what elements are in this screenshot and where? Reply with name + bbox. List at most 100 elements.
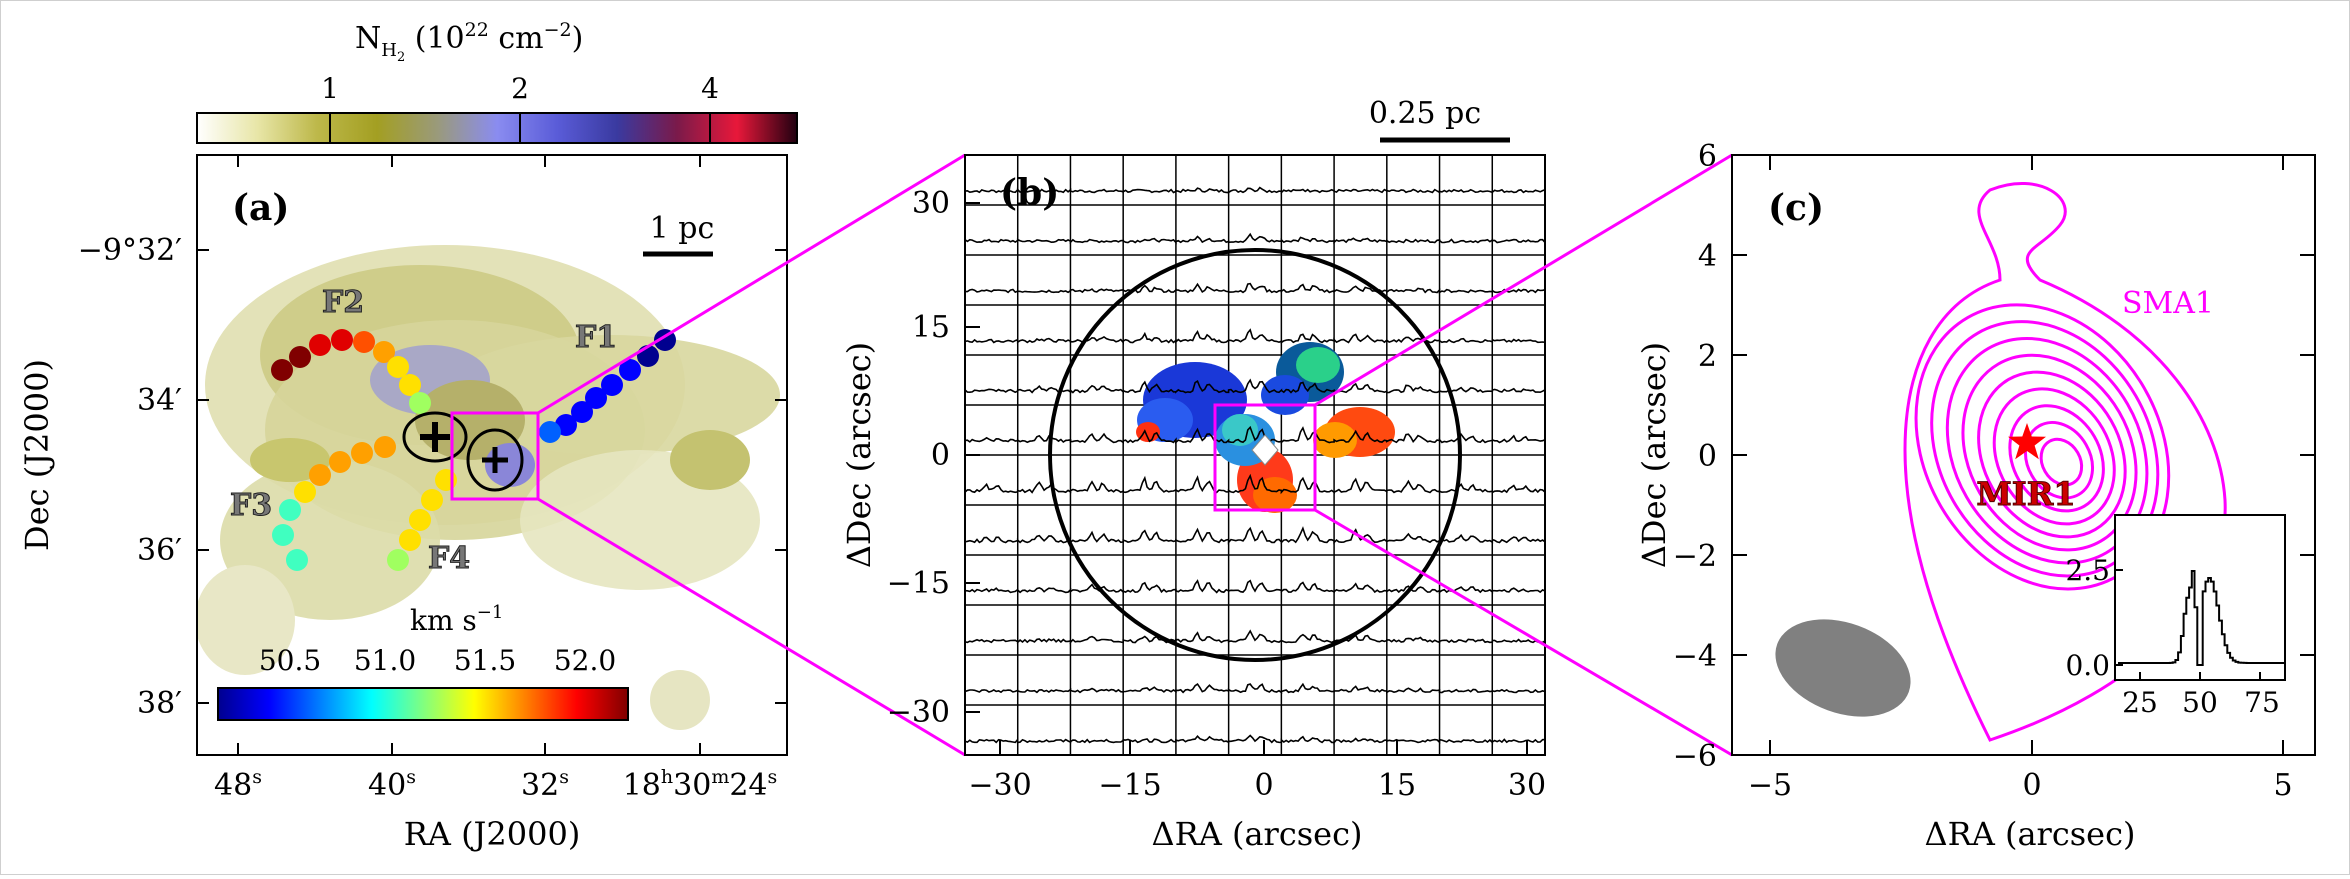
star-label: MIR1 (1976, 475, 2075, 513)
filament-dot (351, 442, 373, 464)
zoom-box-b (1213, 403, 1317, 512)
filament-dot (387, 549, 409, 571)
axes-frame-a (196, 154, 788, 756)
y-tick-label: 30 (912, 186, 950, 221)
filament-dot (409, 392, 431, 414)
y-axis-label-b: ΔDec (arcsec) (840, 342, 878, 568)
y-axis-label-c: ΔDec (arcsec) (1635, 342, 1673, 568)
inset-x-tick: 75 (2244, 686, 2280, 719)
y-tick-label: −15 (887, 566, 950, 601)
filament-dot (289, 346, 311, 368)
filament-dot (601, 374, 623, 396)
filament-dot (539, 421, 561, 443)
x-tick-label: 48s (214, 766, 262, 803)
contour (1961, 353, 2138, 552)
scalebar-label-b: 0.25 pc (1369, 96, 1481, 131)
x-tick-label: −5 (1748, 768, 1792, 803)
spectrum-row (965, 526, 1545, 545)
velocity-blobs (1136, 342, 1395, 513)
velocity-tick-label: 50.5 (259, 644, 321, 677)
spectrum-row (965, 579, 1545, 595)
x-tick-label: 40s (368, 766, 416, 803)
filament-label-f2: F2 (322, 285, 364, 320)
y-tick-label: 4 (1698, 239, 1717, 274)
y-tick-label: −6 (1673, 739, 1717, 774)
y-tick-label: −2 (1673, 539, 1717, 574)
filament-dot (331, 329, 353, 351)
y-tick-label: 2 (1698, 339, 1717, 374)
y-tick-label: 36′ (137, 533, 182, 568)
contour (1930, 320, 2160, 578)
y-tick-label: 0 (931, 438, 950, 473)
y-tick-label: −9°32′ (78, 233, 182, 268)
x-tick-label: 32s (521, 766, 569, 803)
contour (1945, 336, 2149, 565)
spectrum-row (965, 473, 1545, 495)
panel-b: (b) 0.25 pc −30 −15 0 15 30 30 15 0 −15 … (840, 96, 1546, 853)
spectrum-row (965, 282, 1545, 294)
filament-dot (585, 387, 607, 409)
inset-y-tick: 0.0 (2065, 649, 2110, 682)
velocity-tick-label: 51.5 (454, 644, 516, 677)
filament-dot (309, 464, 331, 486)
x-tick-label: 0 (1254, 768, 1273, 803)
panel-label-b: (b) (1000, 172, 1059, 214)
filament-dot (294, 481, 316, 503)
panel-label-a: (a) (232, 187, 289, 229)
filament-dot (373, 341, 395, 363)
colorbar-title: NH2 (1022 cm−2) (355, 19, 583, 65)
filament-label-f3: F3 (230, 488, 272, 523)
zoom-connector (1314, 508, 1733, 757)
x-tick-label: −30 (968, 768, 1031, 803)
filament-dot (421, 489, 443, 511)
x-axis-label-a: RA (J2000) (404, 815, 581, 853)
panel-label-c: (c) (1768, 187, 1824, 229)
zoom-connector (537, 497, 966, 757)
y-tick-label: −30 (887, 695, 950, 730)
y-tick-label: −4 (1673, 639, 1717, 674)
mir1-star-marker (2008, 423, 2046, 460)
filament-dot (353, 331, 375, 353)
field-circle (1048, 248, 1462, 662)
diamond-marker (1251, 434, 1279, 466)
zoom-connector (537, 153, 966, 415)
filament-dot (409, 509, 431, 531)
y-tick-label: 15 (912, 310, 950, 345)
filament-dot (387, 356, 409, 378)
inset-x-tick: 25 (2122, 686, 2158, 719)
filament-label-f1: F1 (575, 320, 617, 355)
filament-dot (286, 549, 308, 571)
y-tick-label: 0 (1698, 439, 1717, 474)
velocity-tick-label: 51.0 (354, 644, 416, 677)
x-tick-label: 0 (2022, 768, 2041, 803)
x-tick-label: 5 (2273, 768, 2292, 803)
spectra-grid (965, 155, 1545, 755)
spectra-lines (965, 186, 1545, 745)
panel-c: MIR1 SMA1 (c) 25 50 75 2.5 0.0 −5 0 5 6 … (1635, 139, 2316, 853)
y-axis-label-a: Dec (J2000) (18, 359, 56, 551)
colorbar-tick-label: 1 (321, 72, 339, 105)
spectrum-row (965, 186, 1545, 195)
y-tick-label: 38′ (137, 686, 182, 721)
inset-spectrum: 25 50 75 2.5 0.0 (2065, 514, 2286, 719)
x-tick-label: 30 (1508, 768, 1546, 803)
filament-dot (309, 334, 331, 356)
inset-y-tick: 2.5 (2065, 554, 2110, 587)
y-tick-label: 34′ (137, 383, 182, 418)
spectrum-row (965, 629, 1545, 645)
column-density-colorbar: 1 2 4 NH2 (1022 cm−2) (196, 19, 798, 144)
contour (2008, 404, 2105, 513)
zoom-connector (1314, 153, 1733, 407)
filament-dot (271, 359, 293, 381)
x-tick-label: 18h30m24s (623, 766, 778, 803)
contour (2039, 437, 2084, 487)
filament-label-f4: F4 (428, 541, 470, 576)
x-tick-label: −15 (1098, 768, 1161, 803)
filament-dot (329, 451, 351, 473)
beam-ellipse (1775, 619, 1911, 717)
velocity-colorbar-title: km s−1 (410, 602, 503, 637)
velocity-tick-label: 52.0 (554, 644, 616, 677)
velocity-colorbar: km s−1 50.5 51.0 51.5 52.0 (217, 602, 629, 721)
filament-dot (399, 529, 421, 551)
